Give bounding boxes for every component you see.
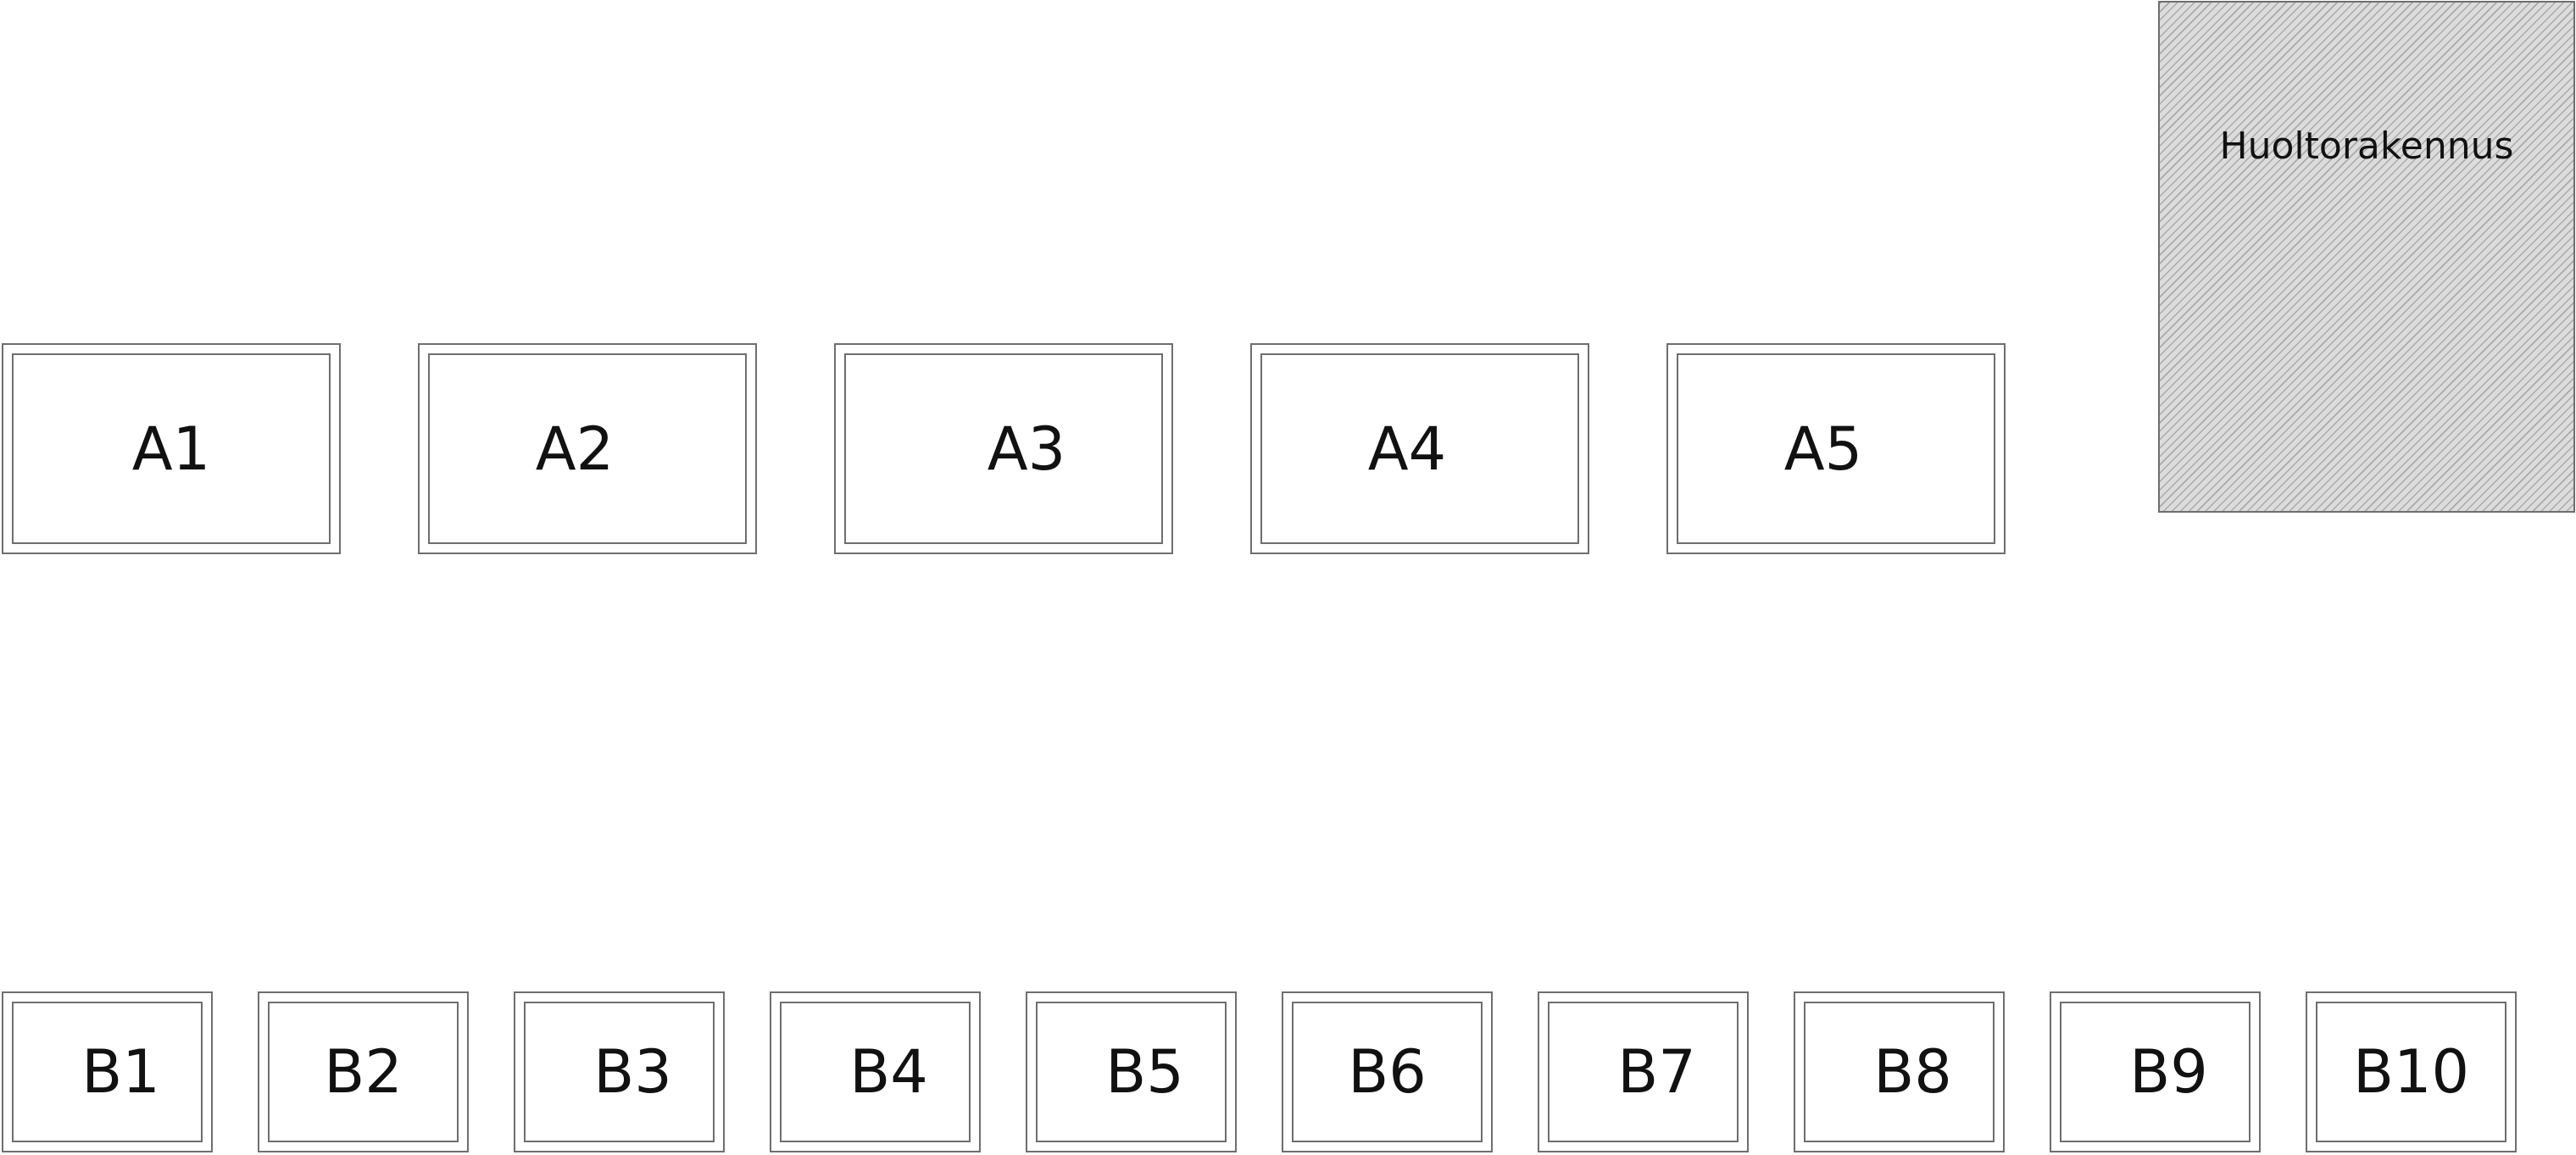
- unit-b6-inner: B6: [1292, 1002, 1483, 1142]
- unit-b9-label: B9: [2129, 1037, 2208, 1107]
- unit-a1-inner: A1: [12, 353, 331, 544]
- unit-b6[interactable]: B6: [1282, 991, 1493, 1152]
- unit-b4-inner: B4: [780, 1002, 971, 1142]
- unit-b9-inner: B9: [2060, 1002, 2251, 1142]
- unit-b8-label: B8: [1873, 1037, 1952, 1107]
- unit-a1[interactable]: A1: [2, 343, 341, 554]
- unit-b4[interactable]: B4: [770, 991, 981, 1152]
- unit-b7-label: B7: [1617, 1037, 1696, 1107]
- unit-a2-label: A2: [535, 414, 615, 484]
- unit-b2[interactable]: B2: [258, 991, 469, 1152]
- service-building[interactable]: Huoltorakennus: [2158, 1, 2575, 513]
- unit-b9[interactable]: B9: [2050, 991, 2261, 1152]
- unit-a5[interactable]: A5: [1666, 343, 2006, 554]
- unit-b5[interactable]: B5: [1026, 991, 1237, 1152]
- unit-a3-inner: A3: [844, 353, 1163, 544]
- unit-b1[interactable]: B1: [2, 991, 213, 1152]
- unit-b8-inner: B8: [1804, 1002, 1995, 1142]
- unit-b1-inner: B1: [12, 1002, 203, 1142]
- unit-b8[interactable]: B8: [1794, 991, 2005, 1152]
- unit-a3-label: A3: [987, 414, 1066, 484]
- unit-b3[interactable]: B3: [514, 991, 725, 1152]
- unit-a5-inner: A5: [1677, 353, 1995, 544]
- unit-b10-inner: B10: [2316, 1002, 2506, 1142]
- unit-b3-inner: B3: [524, 1002, 715, 1142]
- unit-a4-label: A4: [1367, 414, 1447, 484]
- unit-b7-inner: B7: [1548, 1002, 1739, 1142]
- unit-a4-inner: A4: [1260, 353, 1579, 544]
- unit-b4-label: B4: [849, 1037, 928, 1107]
- unit-b2-label: B2: [324, 1037, 403, 1107]
- unit-a4[interactable]: A4: [1250, 343, 1589, 554]
- unit-a3[interactable]: A3: [834, 343, 1173, 554]
- unit-b7[interactable]: B7: [1538, 991, 1749, 1152]
- unit-b10-label: B10: [2352, 1037, 2470, 1107]
- unit-b1-label: B1: [81, 1037, 160, 1107]
- unit-b6-label: B6: [1348, 1037, 1427, 1107]
- unit-a2-inner: A2: [428, 353, 747, 544]
- unit-a5-label: A5: [1783, 414, 1863, 484]
- unit-b3-label: B3: [593, 1037, 672, 1107]
- unit-a1-label: A1: [131, 414, 211, 484]
- unit-b5-inner: B5: [1036, 1002, 1227, 1142]
- unit-b5-label: B5: [1105, 1037, 1184, 1107]
- unit-b2-inner: B2: [268, 1002, 459, 1142]
- service-building-label: Huoltorakennus: [2219, 125, 2514, 168]
- unit-b10[interactable]: B10: [2306, 991, 2517, 1152]
- unit-a2[interactable]: A2: [418, 343, 757, 554]
